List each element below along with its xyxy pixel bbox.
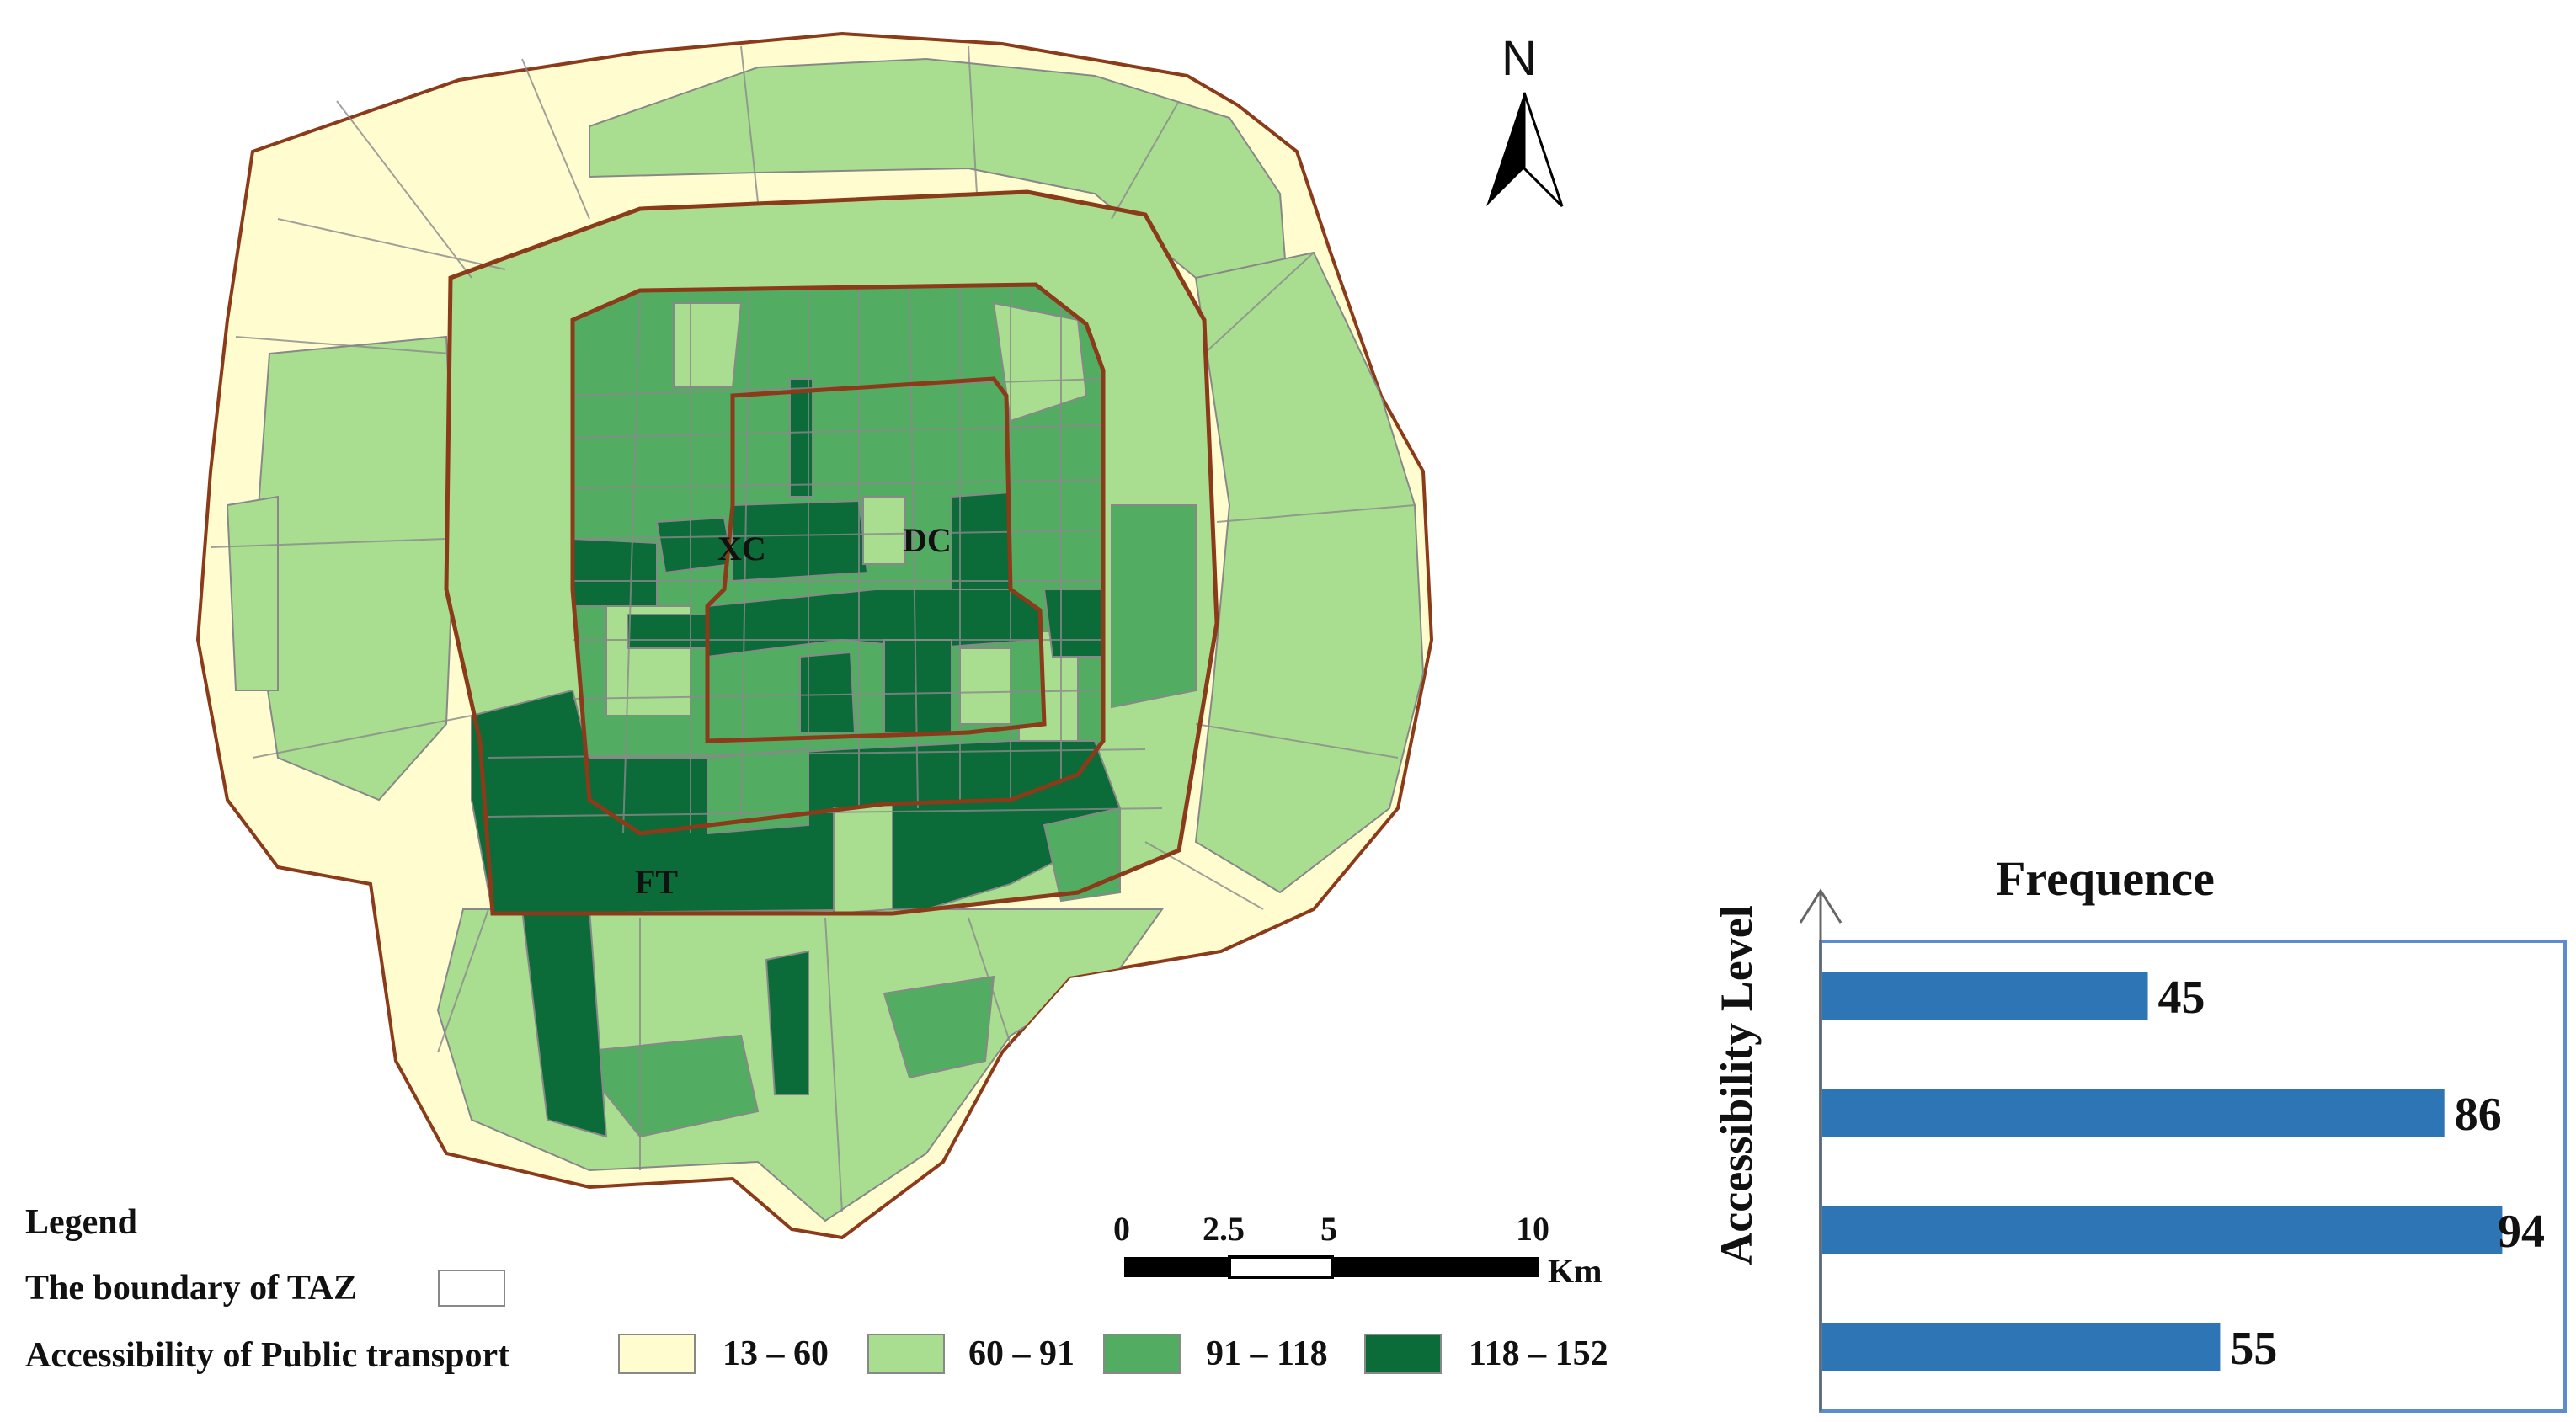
scale-bar-graphic [1124,1255,1539,1279]
legend-swatch-class-4 [1364,1334,1442,1374]
inner-light-south [959,647,1011,725]
legend-accessibility-label: Accessibility of Public transport [25,1336,510,1375]
bar-value-label-4: 55 [2230,1323,2277,1375]
chart-axis-arrow-icon [1799,888,1843,924]
outer-light-green-east [1194,251,1425,894]
patch-mid-east [1111,504,1197,709]
west-dark-3 [627,614,708,649]
bar-value-label-2: 86 [2455,1089,2502,1141]
north-arrow-icon [1486,92,1564,208]
legend-label-class-2: 60 – 91 [968,1334,1075,1373]
outer-light-green-west [251,335,456,802]
legend-label-class-4: 118 – 152 [1469,1334,1608,1373]
outer-mid-green-south2 [883,975,995,1079]
bar-value-label-1: 45 [2158,972,2205,1024]
chart-title: Frequence [1996,851,2215,906]
scale-unit: Km [1548,1252,1603,1290]
district-label-xc: XC [717,530,766,567]
chart-y-axis-label: Accessibility Level [1710,900,1763,1270]
inner-light-dc [862,496,906,565]
inner-dark-south-2 [883,639,952,733]
fourth-ring-road [444,189,1219,916]
inner-dark-east [1043,589,1104,658]
outer-dark-strip-south2 [765,950,809,1095]
frequency-chart: 45 86 94 55 [1799,888,2567,1413]
taz-boundaries [210,45,1416,1213]
bar-1 [1822,972,2148,1020]
north-label: N [1501,31,1537,86]
bar-2 [1822,1089,2445,1137]
legend-taz-label: The boundary of TAZ [25,1269,358,1307]
inner-dark-north [789,378,813,498]
chart-y-axis-label-text: Accessibility Level [1711,905,1762,1265]
scale-tick-5: 5 [1320,1210,1337,1248]
outer-mid-green-south [571,1034,760,1138]
patch-light-1 [673,302,743,388]
legend-swatch-class-2 [867,1334,945,1374]
legend-title: Legend [25,1203,138,1242]
legend-taz-swatch [438,1270,505,1307]
scale-tick-2-5: 2.5 [1203,1210,1245,1248]
bar-3 [1822,1206,2503,1254]
south-mid-cut-2 [1043,807,1121,903]
district-label-ft: FT [635,863,679,901]
legend-label-class-1: 13 – 60 [723,1334,829,1373]
second-ring-road [705,376,1047,743]
legend-label-class-3: 91 – 118 [1206,1334,1328,1373]
legend-swatch-class-3 [1103,1334,1181,1374]
inner-dark-xc [732,499,869,583]
scale-tick-10: 10 [1516,1210,1549,1248]
outer-light-patch-west2 [226,495,279,691]
third-ring-road [570,282,1106,836]
west-dark-1 [572,537,658,607]
scale-tick-0: 0 [1113,1210,1130,1248]
south-light-cut [833,802,893,915]
district-label-dc: DC [903,521,952,559]
bar-value-label-3: 94 [2498,1206,2545,1258]
inner-dark-south-1 [799,651,856,733]
legend-swatch-class-1 [618,1334,696,1374]
bar-4 [1822,1323,2221,1371]
